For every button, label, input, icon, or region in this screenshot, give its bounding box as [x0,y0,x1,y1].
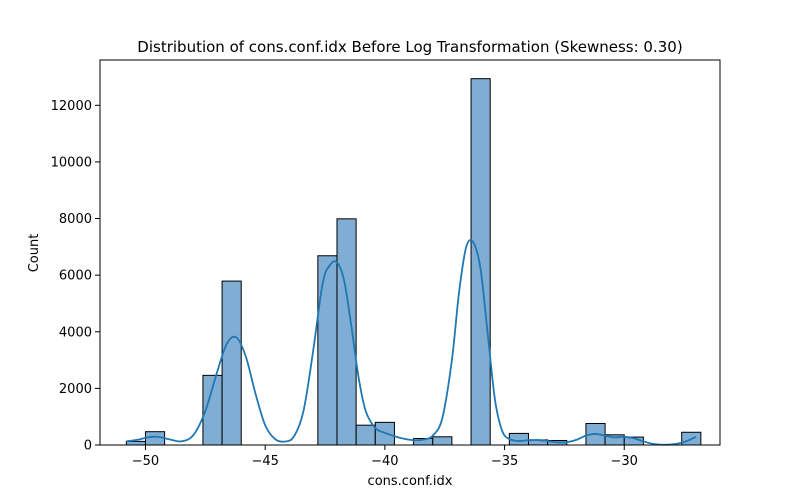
histogram-bar [508,432,529,446]
x-tick-label: −50 [132,454,159,469]
histogram-bar [336,218,357,446]
y-axis-title: Count [27,234,42,273]
y-tick-label: 2000 [59,382,92,397]
y-tick-label: 6000 [59,269,92,284]
histogram-bar [221,280,242,446]
chart-title: Distribution of cons.conf.idx Before Log… [137,38,682,56]
x-tick-label: −45 [251,454,278,469]
y-tick-label: 0 [84,439,92,454]
x-tick-label: −35 [491,454,518,469]
y-tick-label: 12000 [51,99,92,114]
histogram-bar [125,440,146,446]
x-tick-label: −30 [611,454,638,469]
y-axis: 0 2000 4000 6000 8000 10000 12000 [51,99,100,454]
x-tick-label: −40 [371,454,398,469]
plot-frame [99,59,721,446]
histogram-bar [470,78,491,446]
kde-curve [126,239,697,446]
histogram-bar [432,436,453,446]
y-tick-label: 10000 [51,155,92,170]
x-axis-title: cons.conf.idx [368,474,453,489]
y-tick-label: 8000 [59,212,92,227]
histogram-bar [317,255,338,446]
histogram-bar [355,424,376,446]
histogram-bars [125,78,702,446]
y-tick-label: 4000 [59,325,92,340]
x-axis: −50 −45 −40 −35 −30 [132,445,638,469]
